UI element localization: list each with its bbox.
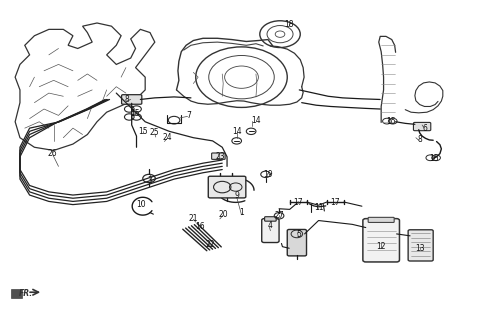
Text: 17: 17 (330, 197, 340, 206)
Text: 12: 12 (376, 242, 386, 251)
FancyBboxPatch shape (408, 230, 433, 261)
Text: 14: 14 (251, 116, 261, 125)
Text: 23: 23 (215, 152, 225, 161)
FancyBboxPatch shape (212, 153, 225, 159)
Text: 17: 17 (293, 197, 303, 206)
Text: 14: 14 (232, 127, 242, 136)
Text: 9: 9 (234, 190, 239, 200)
Text: 15: 15 (139, 127, 148, 136)
FancyBboxPatch shape (262, 219, 279, 243)
Text: 13: 13 (415, 244, 425, 253)
Text: 19: 19 (263, 170, 273, 179)
Text: 16: 16 (195, 222, 204, 231)
Text: 22: 22 (205, 240, 215, 249)
Text: 8: 8 (125, 95, 129, 104)
Text: 26: 26 (48, 149, 57, 158)
Text: 11: 11 (314, 203, 323, 212)
Text: 27: 27 (274, 211, 284, 220)
Text: FR.: FR. (19, 289, 33, 298)
Text: 15: 15 (130, 109, 140, 118)
Text: 5: 5 (297, 230, 302, 239)
FancyBboxPatch shape (122, 95, 142, 104)
Text: 18: 18 (284, 20, 294, 29)
Text: 8: 8 (417, 135, 422, 144)
FancyBboxPatch shape (363, 219, 399, 262)
FancyBboxPatch shape (413, 123, 431, 131)
Text: 24: 24 (162, 133, 171, 142)
FancyBboxPatch shape (265, 217, 276, 221)
Text: 7: 7 (186, 111, 191, 120)
Text: 21: 21 (188, 214, 198, 223)
Text: 4: 4 (268, 221, 273, 230)
Text: 1: 1 (239, 208, 244, 217)
FancyBboxPatch shape (368, 217, 394, 222)
Text: 3: 3 (147, 176, 153, 185)
FancyBboxPatch shape (287, 229, 307, 256)
Text: 15: 15 (429, 154, 439, 163)
Text: 10: 10 (137, 200, 146, 209)
Text: 6: 6 (422, 124, 427, 132)
FancyBboxPatch shape (208, 176, 246, 198)
Text: 25: 25 (150, 128, 159, 137)
Text: 15: 15 (386, 117, 396, 126)
Text: 20: 20 (218, 210, 228, 219)
FancyBboxPatch shape (11, 289, 22, 298)
